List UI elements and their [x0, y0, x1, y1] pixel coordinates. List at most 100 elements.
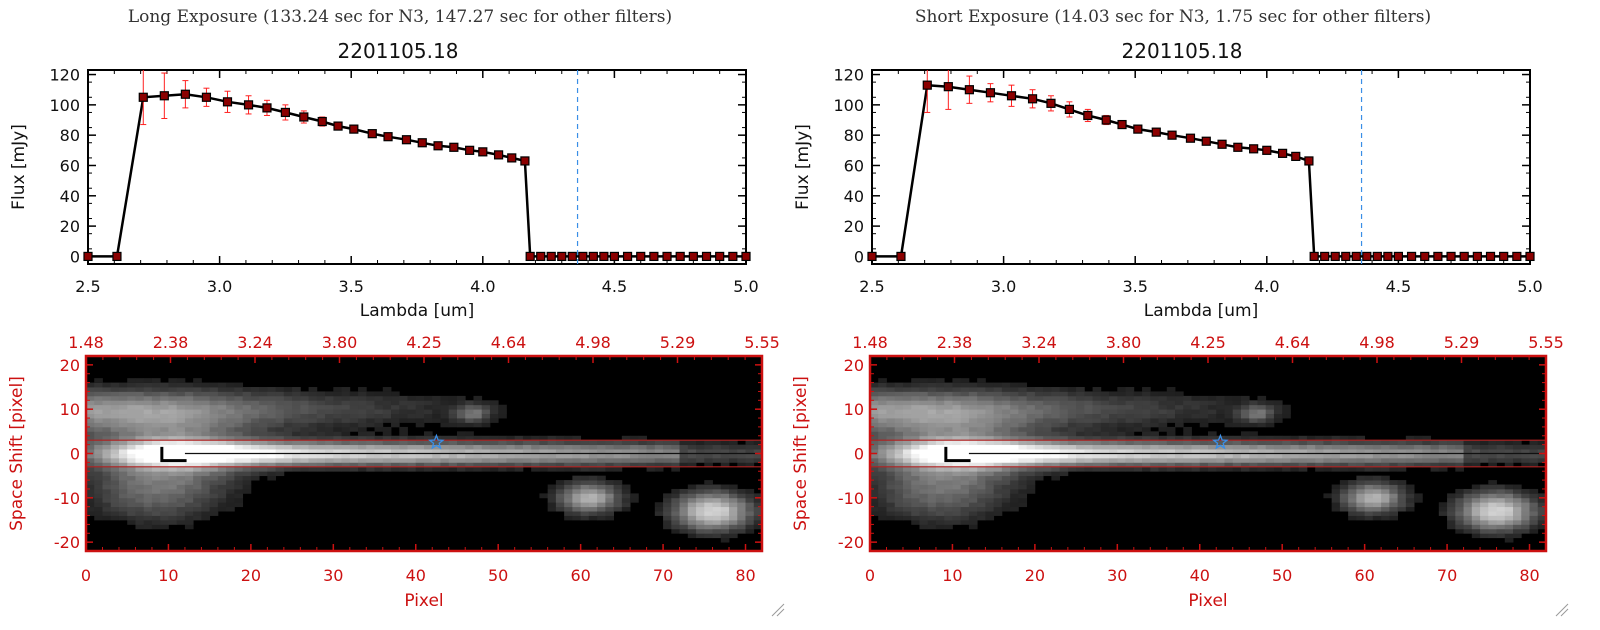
image-pixel	[1422, 457, 1431, 463]
image-pixel	[704, 528, 713, 534]
image-pixel	[870, 497, 879, 503]
image-pixel	[977, 378, 986, 383]
image-pixel	[1232, 400, 1242, 406]
image-pixel	[118, 471, 128, 477]
image-pixel	[1059, 413, 1069, 419]
image-pixel	[308, 404, 318, 410]
image-pixel	[432, 457, 441, 463]
image-pixel	[1059, 466, 1069, 472]
image-pixel	[1331, 484, 1341, 490]
image-pixel	[952, 409, 962, 415]
image-pixel	[1232, 409, 1242, 415]
image-pixel	[127, 484, 136, 490]
image-pixel	[977, 395, 986, 401]
image-pixel	[870, 387, 879, 392]
image-pixel	[135, 475, 145, 481]
image-pixel	[1142, 466, 1151, 472]
y-axis-label: Flux [mJy]	[9, 124, 29, 210]
image-pixel	[712, 533, 722, 539]
image-pixel	[1191, 462, 1201, 468]
image-pixel	[687, 528, 697, 534]
image-pixel	[646, 444, 656, 450]
image-pixel	[110, 404, 120, 410]
image-pixel	[580, 449, 590, 454]
image-pixel	[1100, 462, 1110, 468]
image-pixel	[1034, 413, 1044, 419]
image-pixel	[1166, 387, 1176, 392]
image-pixel	[1389, 506, 1399, 512]
data-point	[1291, 151, 1301, 161]
image-pixel	[1051, 457, 1061, 463]
image-pixel	[151, 409, 161, 415]
image-pixel	[94, 488, 103, 494]
image-pixel	[1010, 444, 1019, 450]
image-pixel	[226, 475, 235, 481]
image-pixel	[902, 457, 912, 463]
image-pixel	[753, 519, 763, 525]
image-pixel	[168, 400, 178, 406]
image-pixel	[456, 409, 466, 415]
image-pixel	[1488, 444, 1497, 450]
image-pixel	[952, 444, 962, 450]
image-pixel	[1529, 488, 1539, 494]
image-pixel	[1117, 440, 1126, 446]
image-pixel	[671, 511, 680, 516]
image-pixel	[613, 502, 623, 508]
image-pixel	[308, 449, 318, 454]
image-pixel	[250, 466, 260, 472]
image-pixel	[349, 457, 359, 463]
image-pixel	[952, 493, 962, 499]
image-pixel	[415, 444, 425, 450]
image-pixel	[118, 453, 128, 459]
image-pixel	[1001, 418, 1011, 423]
image-pixel	[1224, 409, 1234, 415]
image-pixel	[300, 409, 309, 415]
image-pixel	[102, 440, 112, 446]
image-pixel	[481, 440, 491, 446]
image-pixel	[300, 431, 309, 437]
image-pixel	[1488, 506, 1497, 512]
image-pixel	[374, 449, 384, 454]
image-pixel	[250, 418, 260, 423]
image-pixel	[242, 488, 252, 494]
resize-grip-icon[interactable]	[771, 603, 785, 617]
image-pixel	[1092, 462, 1102, 468]
image-pixel	[94, 431, 103, 437]
image-pixel	[977, 457, 986, 463]
image-pixel	[333, 418, 342, 423]
image-pixel	[613, 444, 623, 450]
image-pixel	[878, 471, 887, 477]
image-pixel	[1216, 444, 1225, 450]
image-pixel	[1001, 506, 1011, 512]
image-pixel	[176, 484, 186, 490]
image-pixel	[456, 418, 466, 423]
image-pixel	[646, 449, 656, 454]
image-pixel	[1010, 462, 1019, 468]
image-pixel	[654, 466, 664, 472]
image-pixel	[1166, 440, 1176, 446]
image-pixel	[1158, 418, 1168, 423]
image-pixel	[1480, 524, 1489, 530]
image-pixel	[1158, 409, 1168, 415]
image-pixel	[498, 457, 507, 463]
image-pixel	[1010, 395, 1019, 401]
resize-grip-icon[interactable]	[1555, 603, 1569, 617]
image-pixel	[894, 475, 904, 481]
image-pixel	[1001, 484, 1011, 490]
image-pixel	[870, 480, 879, 485]
image-pixel	[1043, 444, 1052, 450]
image-pixel	[960, 382, 970, 388]
image-pixel	[1109, 435, 1118, 441]
image-pixel	[143, 511, 153, 516]
image-pixel	[234, 502, 244, 508]
image-pixel	[473, 418, 483, 423]
image-pixel	[993, 488, 1003, 494]
image-pixel	[259, 431, 268, 437]
image-pixel	[127, 475, 136, 481]
image-pixel	[184, 471, 194, 477]
image-pixel	[489, 457, 499, 463]
image-pixel	[1422, 449, 1431, 454]
image-pixel	[927, 435, 937, 441]
image-pixel	[1224, 395, 1234, 401]
image-pixel	[209, 484, 219, 490]
